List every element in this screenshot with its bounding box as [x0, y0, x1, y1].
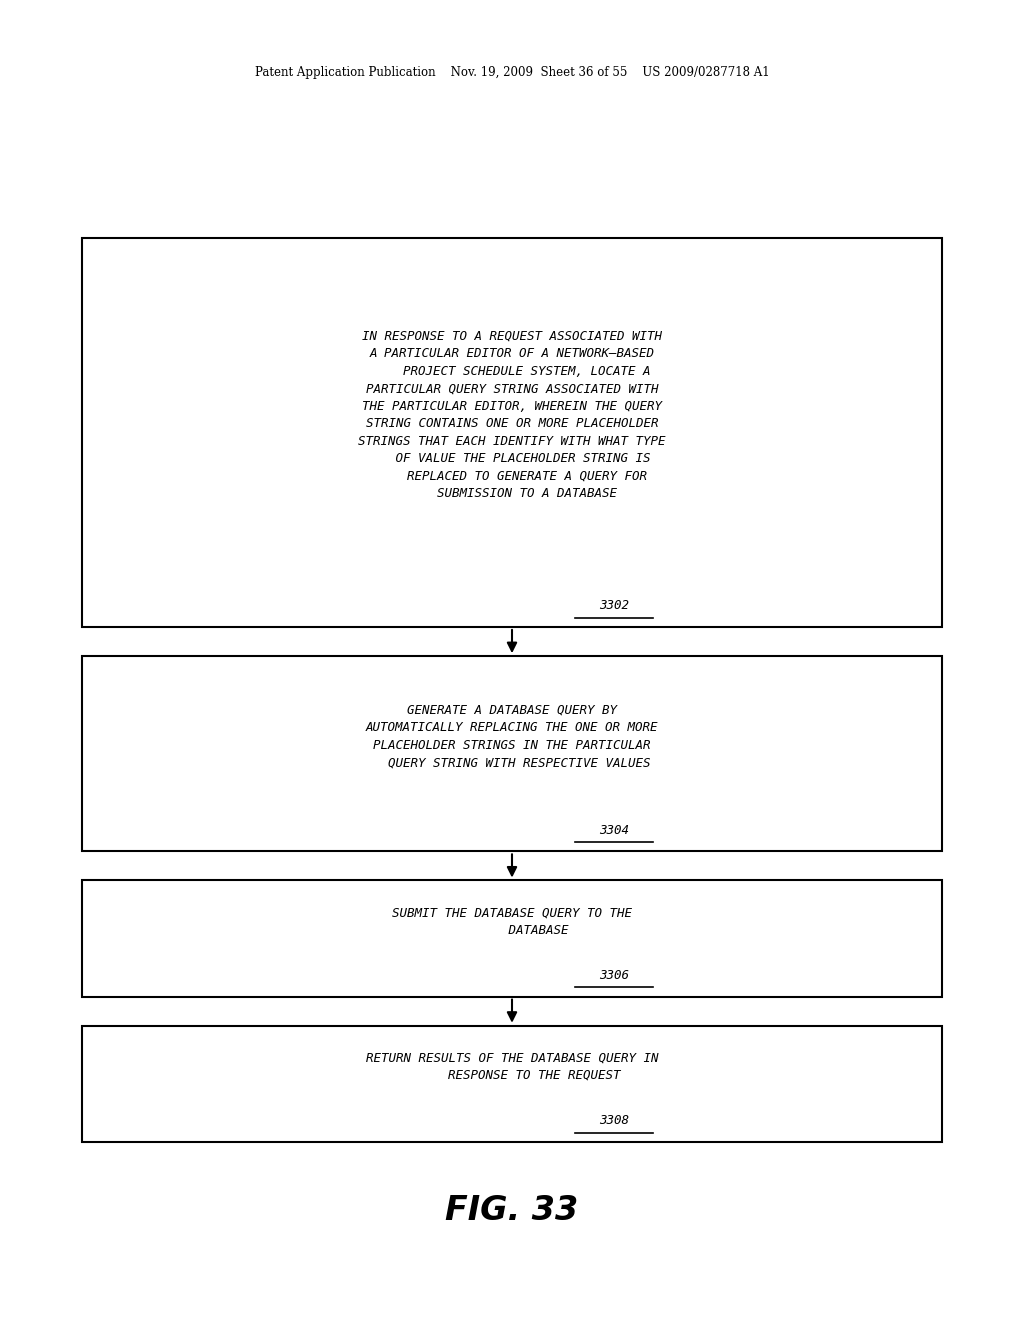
FancyBboxPatch shape: [82, 1026, 942, 1142]
FancyBboxPatch shape: [82, 656, 942, 851]
FancyBboxPatch shape: [82, 880, 942, 997]
Text: SUBMIT THE DATABASE QUERY TO THE
       DATABASE: SUBMIT THE DATABASE QUERY TO THE DATABAS…: [392, 906, 632, 937]
Text: IN RESPONSE TO A REQUEST ASSOCIATED WITH
A PARTICULAR EDITOR OF A NETWORK–BASED
: IN RESPONSE TO A REQUEST ASSOCIATED WITH…: [358, 330, 666, 500]
Text: GENERATE A DATABASE QUERY BY
AUTOMATICALLY REPLACING THE ONE OR MORE
PLACEHOLDER: GENERATE A DATABASE QUERY BY AUTOMATICAL…: [366, 704, 658, 770]
Text: 3302: 3302: [599, 599, 630, 612]
Text: FIG. 33: FIG. 33: [445, 1193, 579, 1228]
Text: 3306: 3306: [599, 969, 630, 982]
Text: Patent Application Publication    Nov. 19, 2009  Sheet 36 of 55    US 2009/02877: Patent Application Publication Nov. 19, …: [255, 66, 769, 79]
Text: 3304: 3304: [599, 824, 630, 837]
FancyBboxPatch shape: [82, 238, 942, 627]
Text: RETURN RESULTS OF THE DATABASE QUERY IN
      RESPONSE TO THE REQUEST: RETURN RESULTS OF THE DATABASE QUERY IN …: [366, 1051, 658, 1082]
Text: 3308: 3308: [599, 1114, 630, 1127]
